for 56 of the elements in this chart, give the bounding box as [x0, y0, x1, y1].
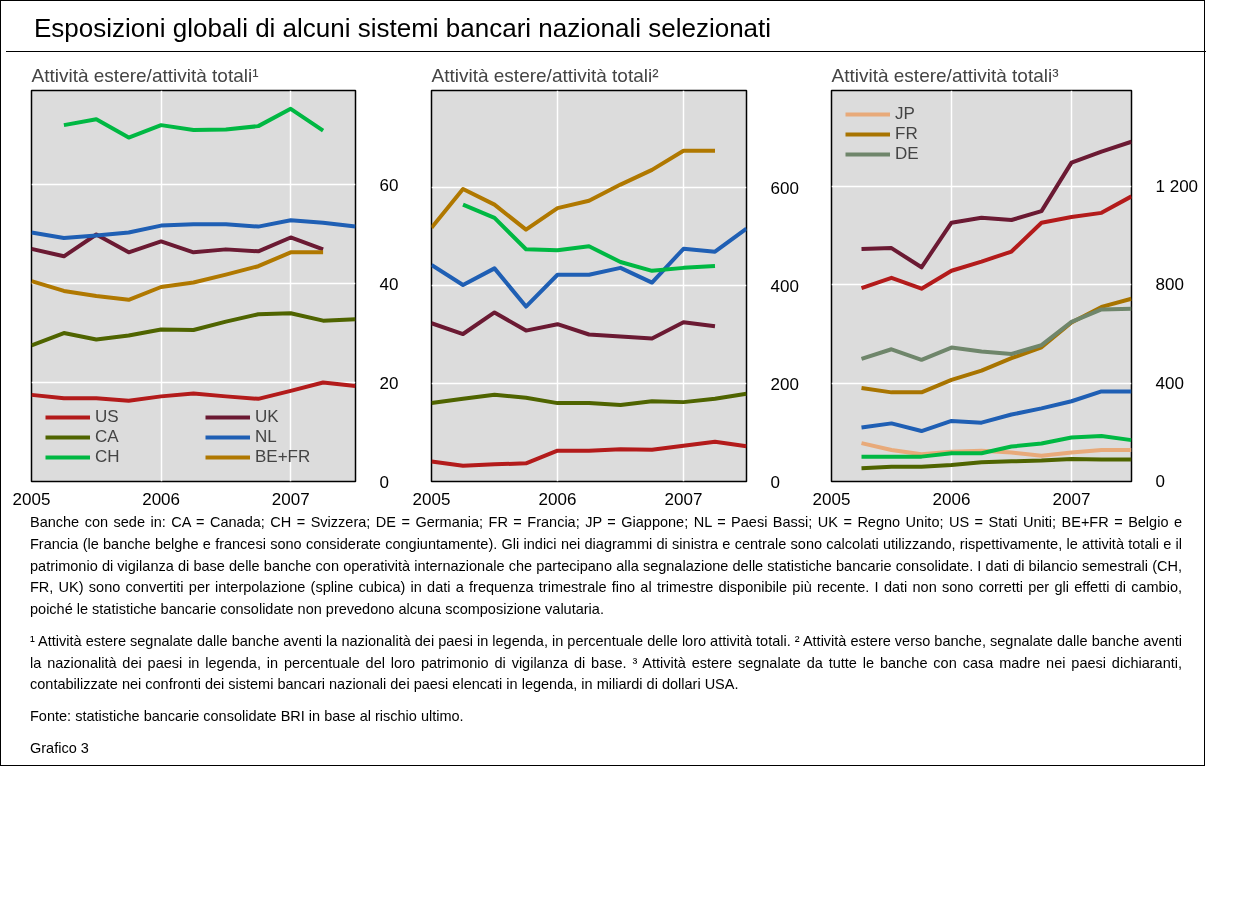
- chart-subtitle: Attività estere/attività totali¹: [31, 64, 259, 86]
- line-series: [859, 139, 1132, 270]
- x-tick-label: 2005: [12, 489, 51, 509]
- text: ¹ Attività estere segnalate dalle banche aventi la nazionalità dei paesi in legenda, in percentuale delle loro attività totali. ² Attività estere verso banche, segnalate dalle banche aventi la nazionalità dei paesi in legenda, in percentuale del loro patrimonio di vigilanza di base. ³ Attività estere segnalate da tutte le banche con casa madre nei paesi dichiaranti, contabilizzate nei confronti dei sistemi bancari nazionali dei paesi elencati in legenda, in miliardi di dollari USA.: [30, 631, 1182, 695]
- legend-label: FR: [895, 124, 918, 145]
- y-tick-label: 200: [770, 374, 799, 394]
- line-series: [31, 218, 356, 241]
- line-series: [31, 380, 356, 403]
- line-series: [859, 434, 1132, 459]
- line-series: [431, 310, 717, 341]
- legend-label: US: [95, 407, 120, 428]
- x-tick-label: 2006: [142, 489, 181, 509]
- line-series: [31, 311, 356, 348]
- y-tick-label: 40: [379, 274, 399, 294]
- y-tick-label: 400: [1155, 373, 1184, 393]
- line-series: [859, 457, 1132, 471]
- line-series: [431, 439, 747, 468]
- source-note: Fonte: statistiche bancarie consolidate BRI in base al rischio ultimo.: [30, 707, 464, 727]
- y-tick-label: 0: [770, 472, 780, 492]
- chart-subtitle: Attività estere/attività totali³: [831, 64, 1059, 86]
- y-tick-label: 800: [1155, 275, 1184, 295]
- legend-label: DE: [895, 144, 919, 165]
- line-series: [859, 306, 1132, 363]
- x-tick-label: 2005: [412, 489, 451, 509]
- text: Grafico 3: [30, 738, 89, 758]
- line-series: [31, 250, 326, 302]
- y-tick-label: 400: [770, 276, 799, 296]
- legend-label: CH: [95, 447, 121, 468]
- legend-label: BE+FR: [255, 447, 312, 468]
- text: Banche con sede in: CA = Canada; CH = Svizzera; DE = Germania; FR = Francia; JP = Giappone; NL = Paesi Bassi; UK = Regno Unito; US = Stati Uniti; BE+FR = Belgio e Francia (le banche belghe e francesi sono considerate congiuntamente). Gli indici nei diagrammi di sinistra e centrale sono calcolati utilizzando, rispettivamente, le attività totali e il patrimonio di vigilanza di base delle banche con operatività internazionale che partecipano alla segnalazione delle statistiche bancarie consolidate. I dati di bilancio semestrali (CH, FR, UK) sono convertiti per interpolazione (spline cubica) in dati a frequenza trimestrale fino al trimestre disponibile più recente. I dati non sono corretti per gli effetti di cambio, poiché le statistiche bancarie consolidate non prevedono alcuna scomposizione valutaria.: [30, 513, 1182, 620]
- legend-label: CA: [95, 427, 120, 448]
- legend-label: NL: [255, 427, 278, 448]
- y-tick-label: 0: [379, 472, 389, 492]
- line-series: [61, 106, 326, 140]
- x-tick-label: 2007: [1052, 489, 1091, 509]
- y-tick-label: 1 200: [1155, 176, 1199, 196]
- line-series: [461, 202, 717, 273]
- y-tick-label: 20: [379, 373, 399, 393]
- legend-label: JP: [895, 104, 915, 125]
- chart-subtitle: Attività estere/attività totali²: [431, 64, 659, 86]
- x-tick-label: 2005: [812, 489, 851, 509]
- chart-title: Esposizioni globali di alcuni sistemi bancari nazionali selezionati: [34, 12, 772, 45]
- line-series: [31, 232, 326, 259]
- x-tick-label: 2007: [271, 489, 310, 509]
- line-series: [431, 391, 747, 408]
- line-series: [859, 194, 1132, 291]
- y-tick-label: 60: [379, 175, 399, 195]
- line-series: [859, 389, 1132, 434]
- y-tick-label: 600: [770, 178, 799, 198]
- x-tick-label: 2006: [932, 489, 971, 509]
- y-tick-label: 0: [1155, 472, 1165, 492]
- line-series: [431, 226, 747, 309]
- line-series: [431, 148, 717, 232]
- x-tick-label: 2007: [664, 489, 703, 509]
- legend-label: UK: [255, 407, 280, 428]
- x-tick-label: 2006: [538, 489, 577, 509]
